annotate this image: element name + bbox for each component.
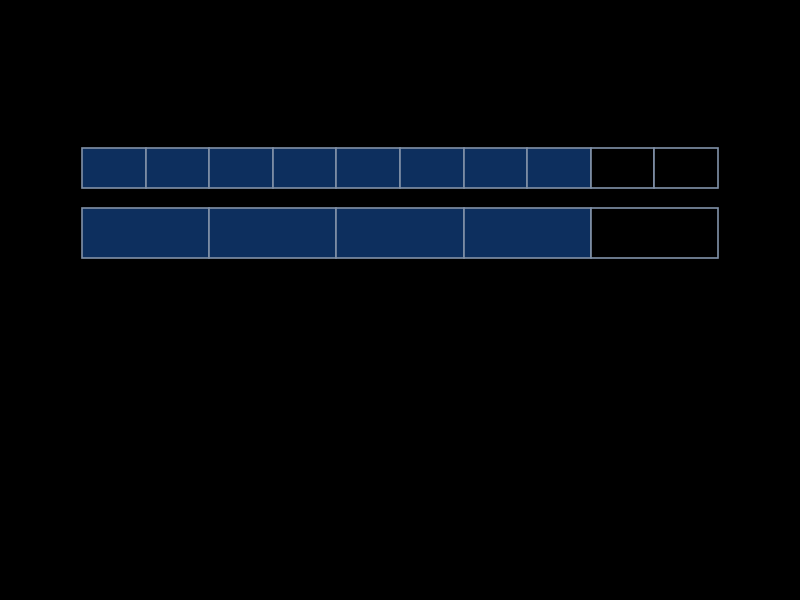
Bar: [336, 208, 464, 258]
Bar: [82, 208, 210, 258]
Bar: [400, 148, 464, 188]
Bar: [336, 148, 400, 188]
Bar: [464, 148, 527, 188]
Bar: [654, 148, 718, 188]
Bar: [210, 208, 336, 258]
Bar: [82, 148, 146, 188]
Bar: [590, 208, 718, 258]
Bar: [590, 148, 654, 188]
Bar: [273, 148, 337, 188]
Bar: [527, 148, 590, 188]
Bar: [146, 148, 210, 188]
Bar: [464, 208, 590, 258]
Bar: [210, 148, 273, 188]
